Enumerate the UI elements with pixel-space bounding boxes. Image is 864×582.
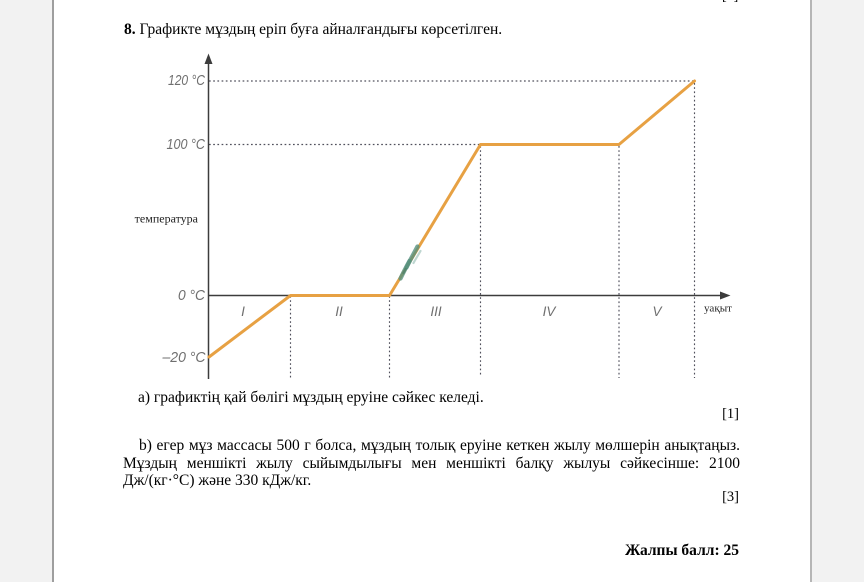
svg-text:IV: IV	[543, 304, 558, 319]
svg-text:V: V	[652, 304, 663, 319]
svg-text:II: II	[335, 304, 343, 319]
svg-text:I: I	[241, 304, 245, 319]
svg-text:100 °C: 100 °C	[167, 137, 206, 153]
svg-text:0 °C: 0 °C	[178, 288, 205, 304]
svg-text:уақыт: уақыт	[704, 303, 732, 315]
svg-text:–20 °C: –20 °C	[162, 350, 206, 366]
svg-text:120 °C: 120 °C	[168, 73, 205, 89]
svg-text:температура: температура	[135, 212, 199, 226]
svg-text:III: III	[430, 304, 442, 319]
